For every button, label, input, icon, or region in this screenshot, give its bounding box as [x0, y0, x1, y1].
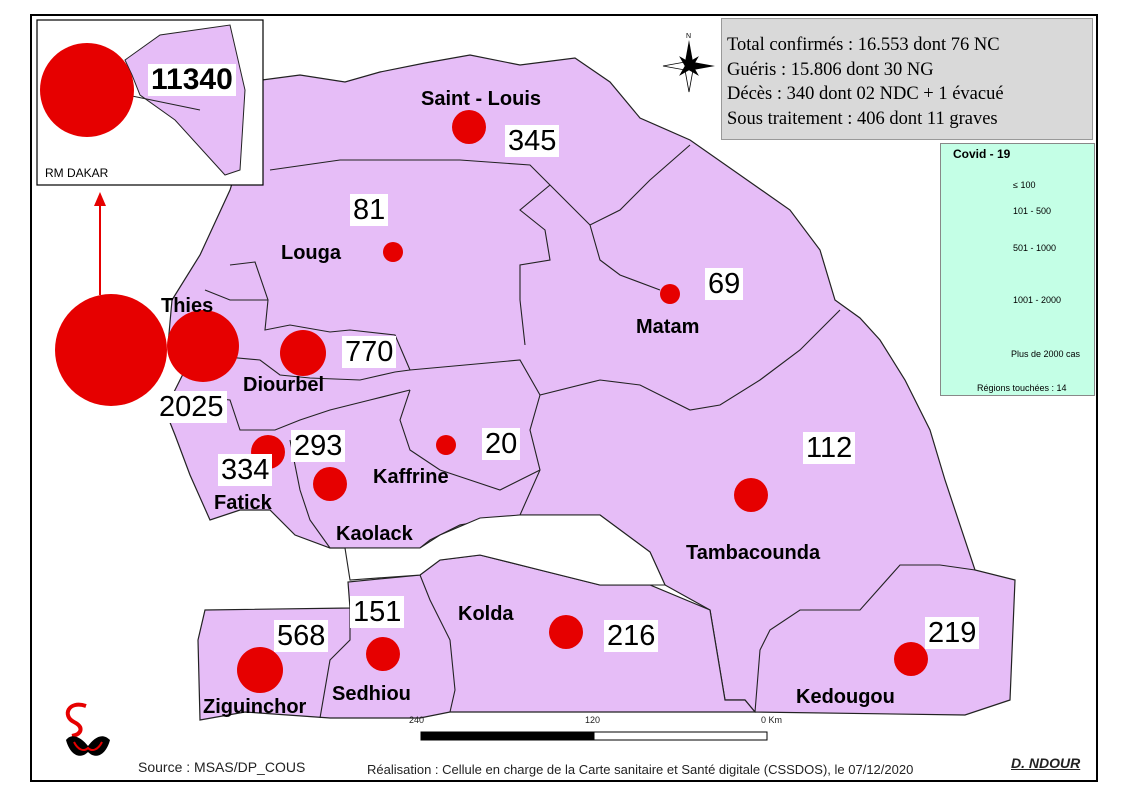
cases-saint-louis: 345	[505, 125, 560, 157]
region-borders	[179, 144, 976, 719]
inset-label: RM DAKAR	[45, 166, 109, 180]
author-text: D. NDOUR	[1011, 755, 1081, 771]
case-bubbles	[55, 110, 928, 693]
bubble-sedhiou	[366, 637, 400, 671]
inset-dakar-value: 11340	[148, 64, 236, 96]
ministry-logo	[65, 702, 110, 756]
region-name-kaolack: Kaolack	[336, 523, 413, 545]
bubble-saint-louis	[452, 110, 486, 144]
region-name-kedougou: Kedougou	[796, 686, 895, 708]
inset-arrow-head	[94, 192, 106, 206]
bubble-louga	[383, 242, 403, 262]
stats-under-treatment: Sous traitement : 406 dont 11 graves	[727, 108, 998, 129]
bubble-tambacounda	[734, 478, 768, 512]
region-name-tambacounda: Tambacounda	[686, 542, 821, 564]
legend-class-3: 501 - 1000	[1013, 243, 1057, 253]
bubble-kaffrine	[436, 435, 456, 455]
cases-tambacounda: 112	[803, 432, 856, 464]
cases-louga: 81	[350, 194, 389, 226]
legend-title: Covid - 19	[953, 147, 1011, 161]
cases-matam: 69	[705, 268, 744, 300]
region-name-thies: Thies	[161, 295, 214, 317]
scale-label-0: 0 Km	[761, 715, 783, 725]
cases-fatick: 334	[218, 454, 273, 486]
cases-kolda: 216	[604, 620, 659, 652]
bubble-thies	[167, 310, 239, 382]
map-frame	[30, 14, 1098, 782]
scale-label-120: 120	[585, 715, 601, 725]
compass-icon: N	[662, 33, 715, 93]
inset-boundary	[131, 95, 201, 111]
cases-sedhiou: 151	[350, 596, 405, 628]
bubble-matam	[660, 284, 680, 304]
cases-kedougou: 219	[925, 617, 980, 649]
region-name-saint-louis: Saint - Louis	[421, 88, 541, 110]
bubble-kolda	[549, 615, 583, 649]
stats-recovered: Guéris : 15.806 dont 30 NG	[727, 59, 934, 80]
scale-label-240: 240	[409, 715, 425, 725]
stats-panel: Total confirmés : 16.553 dont 76 NC Guér…	[721, 18, 1093, 140]
cases-diourbel: 770	[342, 336, 397, 368]
stats-total: Total confirmés : 16.553 dont 76 NC	[727, 35, 1000, 55]
inset-dakar-bubble	[40, 43, 134, 137]
cases-thies: 2025	[156, 391, 227, 423]
legend-class-1: ≤ 100	[1013, 180, 1036, 190]
legend-class-2: 101 - 500	[1013, 206, 1052, 216]
legend-class-4: 1001 - 2000	[1013, 295, 1062, 305]
region-name-louga: Louga	[281, 242, 341, 264]
cases-kaolack: 293	[291, 430, 346, 462]
region-name-kolda: Kolda	[458, 603, 514, 625]
bubble-dakar	[55, 294, 167, 406]
credit-text: Réalisation : Cellule en charge de la Ca…	[367, 762, 914, 777]
region-name-matam: Matam	[636, 316, 700, 338]
bubble-diourbel	[280, 330, 326, 376]
region-name-sedhiou: Sedhiou	[332, 683, 411, 705]
legend-class-5: Plus de 2000 cas	[1011, 349, 1081, 359]
legend-panel: Covid - 19 ≤ 100 101 - 500 501 - 1000 10…	[940, 143, 1095, 396]
cases-kaffrine: 20	[482, 428, 521, 460]
cases-ziguinchor: 568	[274, 620, 329, 652]
region-name-kaffrine: Kaffrine	[373, 466, 449, 488]
inset-dakar-shape	[124, 24, 246, 176]
bubble-kedougou	[894, 642, 928, 676]
region-name-fatick: Fatick	[214, 492, 272, 514]
region-name-ziguinchor: Ziguinchor	[203, 696, 307, 718]
svg-text:N: N	[686, 33, 691, 40]
source-text: Source : MSAS/DP_COUS	[138, 759, 306, 775]
legend-regions-note: Régions touchées : 14	[977, 383, 1067, 393]
scale-bar	[420, 731, 768, 741]
bubble-kaolack	[313, 467, 347, 501]
bubble-ziguinchor	[237, 647, 283, 693]
stats-deaths: Décès : 340 dont 02 NDC + 1 évacué	[727, 84, 1004, 104]
region-name-diourbel: Diourbel	[243, 374, 325, 396]
gambia-enclave	[344, 514, 666, 586]
